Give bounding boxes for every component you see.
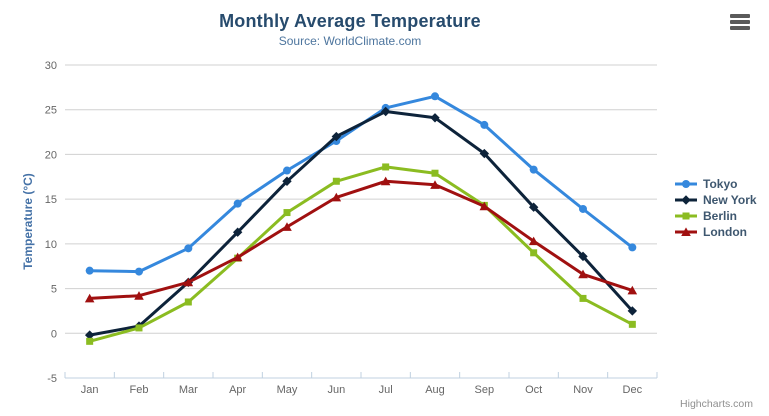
series-line-berlin[interactable] [88,165,634,343]
data-point-marker[interactable] [382,163,390,171]
data-point-marker[interactable] [628,243,637,252]
y-axis-tick-label: 10 [45,239,57,251]
y-axis-tick-label: 0 [51,328,57,340]
legend-item-label: Berlin [703,209,738,223]
data-point-marker[interactable] [331,131,342,142]
y-axis-tick-label: 20 [45,149,57,161]
data-point-marker[interactable] [430,113,440,123]
export-menu-button[interactable] [730,14,752,32]
series-line-london[interactable] [88,179,634,300]
data-point-marker[interactable] [84,293,95,303]
y-axis-tick-label: 5 [51,284,57,296]
data-point-marker[interactable] [85,266,94,275]
x-axis-tick-label: Jan [81,384,99,396]
legend-item-berlin[interactable]: Berlin [674,208,757,224]
data-point-marker[interactable] [380,176,391,186]
hamburger-menu-icon [730,14,750,18]
x-axis-tick-label: Sep [475,384,495,396]
legend-marker-square-icon [675,212,697,220]
hamburger-menu-icon [730,26,750,30]
legend-item-label: New York [703,193,757,207]
data-point-marker[interactable] [628,320,636,328]
y-axis-tick-label: 25 [45,105,57,117]
series-line-new-york[interactable] [88,110,634,337]
data-point-marker[interactable] [479,148,490,159]
x-axis-tick-label: Jul [379,384,393,396]
data-point-marker[interactable] [134,291,144,300]
legend-marker-circle-icon [675,180,697,188]
series-tokyo[interactable] [85,92,637,276]
data-point-marker[interactable] [579,294,587,302]
data-point-marker[interactable] [84,330,95,340]
x-axis-tick-label: Apr [229,384,246,396]
x-axis-tick-label: Dec [623,384,643,396]
data-point-marker[interactable] [183,277,194,287]
data-point-marker[interactable] [86,337,94,345]
x-axis-tick-label: Nov [573,384,593,396]
y-axis-tick-label: -5 [47,373,57,385]
legend-item-tokyo[interactable]: Tokyo [674,176,757,192]
legend-item-label: London [703,225,747,239]
data-point-marker[interactable] [332,177,340,185]
data-point-marker[interactable] [135,324,143,332]
data-point-marker[interactable] [431,92,439,101]
data-point-marker[interactable] [579,204,587,213]
series-new-york[interactable] [84,106,638,340]
legend-marker-diamond-icon [675,195,697,205]
x-axis-tick-label: Oct [525,384,542,396]
data-point-marker[interactable] [331,192,342,202]
series-london[interactable] [84,176,638,303]
data-point-marker[interactable] [431,169,439,177]
data-point-marker[interactable] [528,236,539,246]
y-axis-tick-label: 30 [45,60,57,72]
hamburger-menu-icon [730,20,750,24]
legend: Tokyo New York Berlin London [674,176,757,240]
data-point-marker[interactable] [232,252,243,262]
x-axis-tick-label: May [277,384,298,396]
data-point-marker[interactable] [232,227,243,237]
legend-marker-shape [682,212,690,220]
x-axis-tick-label: Aug [425,384,445,396]
data-point-marker[interactable] [380,106,391,117]
legend-marker-shape [681,227,691,236]
x-axis-tick-label: Mar [179,384,198,396]
legend-item-label: Tokyo [703,177,738,191]
legend-item-london[interactable]: London [674,224,757,240]
data-point-marker[interactable] [233,199,242,208]
series-berlin[interactable] [86,163,636,345]
data-point-marker[interactable] [480,120,489,129]
y-axis-tick-label: 15 [45,194,57,206]
x-axis-tick-label: Jun [327,384,345,396]
legend-marker-shape [682,180,690,188]
y-axis-title: Temperature (°C) [21,173,35,270]
data-point-marker[interactable] [528,202,539,212]
data-point-marker[interactable] [627,285,638,295]
data-point-marker[interactable] [529,165,538,174]
data-point-marker[interactable] [578,269,588,279]
chart-subtitle: Source: WorldClimate.com [278,34,422,48]
data-point-marker[interactable] [627,306,638,316]
legend-marker-triangle-icon [675,227,697,236]
data-point-marker[interactable] [282,222,292,231]
data-point-marker[interactable] [184,244,193,253]
x-axis-tick-label: Feb [130,384,149,396]
data-point-marker[interactable] [578,251,588,262]
data-point-marker[interactable] [530,249,538,257]
legend-item-new-york[interactable]: New York [674,192,757,208]
chart-title: Monthly Average Temperature [219,11,481,31]
data-point-marker[interactable] [283,166,291,175]
data-point-marker[interactable] [479,201,490,211]
data-point-marker[interactable] [430,180,440,189]
credits-link[interactable]: Highcharts.com [680,398,753,410]
data-point-marker[interactable] [184,298,192,306]
data-point-marker[interactable] [283,209,291,217]
legend-marker-shape [681,195,691,205]
data-point-marker[interactable] [135,267,143,276]
data-point-marker[interactable] [282,176,292,186]
